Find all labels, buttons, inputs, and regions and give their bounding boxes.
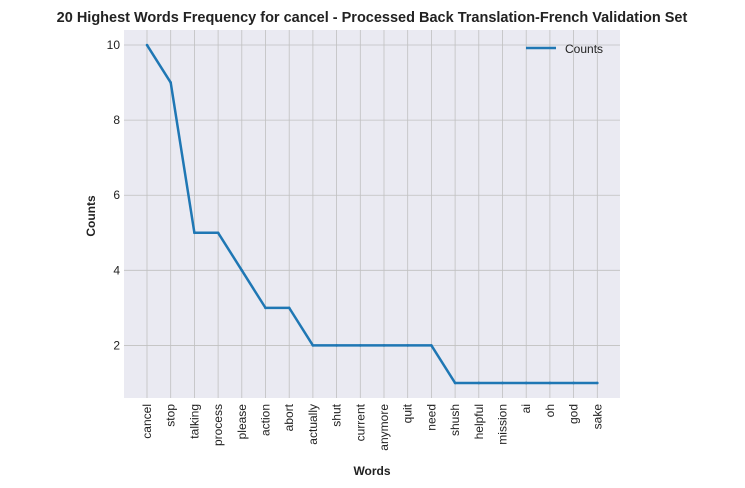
legend-label-counts: Counts bbox=[565, 42, 603, 56]
series-line-counts bbox=[145, 44, 598, 385]
x-tick-label-shush: shush bbox=[448, 404, 462, 436]
y-tick-label: 8 bbox=[113, 113, 120, 127]
data-point-action bbox=[264, 306, 267, 310]
data-point-anymore bbox=[382, 344, 386, 347]
y-tick-label: 2 bbox=[113, 338, 120, 352]
y-axis-ticks: 2 4 6 8 10 bbox=[107, 38, 121, 352]
data-point-need bbox=[430, 344, 433, 347]
x-tick-label-process: process bbox=[211, 404, 225, 446]
grid-lines bbox=[124, 30, 620, 398]
data-point-stop bbox=[169, 81, 172, 84]
x-tick-label-quit: quit bbox=[401, 403, 415, 423]
data-point-shut bbox=[335, 344, 338, 347]
data-point-sake bbox=[596, 381, 599, 385]
x-tick-label-actually: actually bbox=[306, 404, 320, 445]
x-tick-label-please: please bbox=[235, 404, 249, 440]
x-tick-label-need: need bbox=[424, 404, 438, 431]
x-tick-label-anymore: anymore bbox=[377, 404, 391, 451]
x-tick-label-cancel: cancel bbox=[140, 404, 154, 439]
x-tick-label-sake: sake bbox=[590, 404, 604, 430]
y-tick-label: 10 bbox=[107, 38, 121, 52]
x-tick-label-current: current bbox=[353, 403, 367, 441]
data-point-cancel bbox=[145, 43, 149, 47]
y-tick-label: 4 bbox=[113, 263, 120, 277]
x-tick-label-oh: oh bbox=[543, 404, 557, 417]
x-axis-ticks: cancel stop talking process please action abor… bbox=[140, 403, 604, 450]
x-tick-label-action: action bbox=[259, 404, 273, 436]
x-tick-label-shut: shut bbox=[330, 403, 344, 426]
y-axis-label: Counts bbox=[84, 195, 98, 237]
x-tick-label-stop: stop bbox=[164, 404, 178, 427]
data-point-quit bbox=[406, 344, 410, 347]
data-point-god bbox=[572, 381, 575, 385]
x-tick-label-talking: talking bbox=[187, 404, 201, 439]
data-point-abort bbox=[287, 306, 291, 310]
x-tick-label-abort: abort bbox=[282, 403, 296, 431]
plot-area bbox=[124, 30, 620, 398]
data-point-please bbox=[240, 269, 244, 272]
y-tick-label: 6 bbox=[113, 188, 120, 202]
data-point-mission bbox=[501, 381, 504, 385]
data-point-current bbox=[359, 344, 362, 347]
legend: Counts bbox=[526, 42, 603, 56]
x-tick-label-god: god bbox=[567, 404, 581, 424]
data-point-oh bbox=[548, 381, 552, 385]
chart-title: 20 Highest Words Frequency for cancel - … bbox=[57, 10, 688, 26]
x-tick-label-mission: mission bbox=[496, 404, 510, 445]
x-tick-label-helpful: helpful bbox=[472, 404, 486, 439]
data-point-actually bbox=[311, 344, 315, 347]
series-group bbox=[145, 43, 599, 385]
x-tick-label-ai: ai bbox=[519, 404, 533, 413]
x-axis-label: Words bbox=[353, 464, 390, 478]
data-point-shush bbox=[453, 381, 457, 385]
data-point-helpful bbox=[477, 381, 481, 385]
data-point-process bbox=[216, 231, 220, 235]
data-point-talking bbox=[193, 231, 196, 235]
data-point-ai bbox=[524, 381, 528, 385]
